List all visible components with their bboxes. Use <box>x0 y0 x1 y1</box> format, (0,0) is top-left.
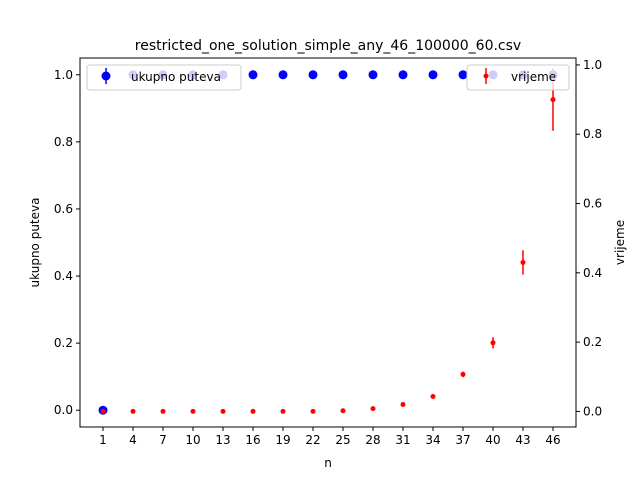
x-tick-label: 40 <box>485 433 500 447</box>
vrijeme-point <box>280 408 286 414</box>
vrijeme-point <box>310 408 316 414</box>
x-tick-label: 25 <box>335 433 350 447</box>
x-tick-label: 37 <box>455 433 470 447</box>
x-tick-label: 22 <box>305 433 320 447</box>
y-left-tick-label: 0.2 <box>54 336 73 350</box>
x-tick-label: 34 <box>425 433 440 447</box>
x-tick-label: 19 <box>275 433 290 447</box>
y-axis-right: 0.0 0.2 0.4 0.6 0.8 1.0 <box>576 58 602 418</box>
ukupno-puteva-point <box>398 70 408 80</box>
vrijeme-point <box>130 408 136 414</box>
plot-points <box>98 68 558 415</box>
y-left-tick-label: 0.8 <box>54 135 73 149</box>
y-left-tick-label: 0.0 <box>54 403 73 417</box>
x-tick-label: 10 <box>185 433 200 447</box>
y-axis-left: 0.0 0.2 0.4 0.6 0.8 1.0 <box>54 68 80 417</box>
plot-frame <box>79 57 577 428</box>
legend-right-box <box>466 64 570 91</box>
x-axis: 1 4 7 10 13 16 19 22 25 28 31 34 37 40 43 46 <box>99 427 561 447</box>
y-left-tick-label: 1.0 <box>54 68 73 82</box>
y-right-tick-label: 0.4 <box>583 266 602 280</box>
vrijeme-point <box>490 340 496 346</box>
y-axis-right-label: vrijeme <box>613 220 627 265</box>
x-tick-label: 13 <box>215 433 230 447</box>
ukupno-puteva-point <box>248 70 258 80</box>
vrijeme-point <box>100 408 106 414</box>
ukupno-puteva-point <box>458 70 468 80</box>
x-tick-label: 7 <box>159 433 167 447</box>
x-tick-label: 28 <box>365 433 380 447</box>
vrijeme-point <box>220 408 226 414</box>
legend-right-marker <box>483 73 489 79</box>
vrijeme-point <box>400 401 406 407</box>
ukupno-puteva-point <box>368 70 378 80</box>
vrijeme-point <box>340 408 346 414</box>
ukupno-puteva-point <box>278 70 288 80</box>
legend-right: vrijeme <box>466 64 570 91</box>
vrijeme-point <box>190 408 196 414</box>
vrijeme-point <box>370 406 376 412</box>
x-tick-label: 16 <box>245 433 260 447</box>
ukupno-puteva-point <box>308 70 318 80</box>
ukupno-puteva-point <box>338 70 348 80</box>
legend-left: ukupno puteva <box>86 64 242 91</box>
x-tick-label: 4 <box>129 433 137 447</box>
x-tick-label: 31 <box>395 433 410 447</box>
y-right-tick-label: 0.8 <box>583 127 602 141</box>
y-left-tick-label: 0.6 <box>54 202 73 216</box>
y-right-tick-label: 0.0 <box>583 404 602 418</box>
vrijeme-point <box>250 408 256 414</box>
y-right-tick-label: 0.2 <box>583 335 602 349</box>
vrijeme-point <box>550 97 556 103</box>
y-axis-left-label: ukupno puteva <box>28 198 42 288</box>
x-axis-label: n <box>324 456 332 470</box>
vrijeme-point <box>520 259 526 265</box>
vrijeme-point <box>430 394 436 400</box>
legend-right-label: vrijeme <box>511 70 556 84</box>
chart-title: restricted_one_solution_simple_any_46_10… <box>135 38 521 54</box>
vrijeme-point <box>160 408 166 414</box>
x-tick-label: 46 <box>545 433 560 447</box>
x-tick-label: 43 <box>515 433 530 447</box>
legend-left-label: ukupno puteva <box>131 70 221 84</box>
ukupno-puteva-point <box>428 70 438 80</box>
y-left-tick-label: 0.4 <box>54 269 73 283</box>
x-tick-label: 1 <box>99 433 107 447</box>
y-right-tick-label: 1.0 <box>583 58 602 72</box>
y-right-tick-label: 0.6 <box>583 197 602 211</box>
legend-left-box <box>86 64 242 91</box>
legend-left-marker <box>101 71 111 81</box>
vrijeme-point <box>460 371 466 377</box>
